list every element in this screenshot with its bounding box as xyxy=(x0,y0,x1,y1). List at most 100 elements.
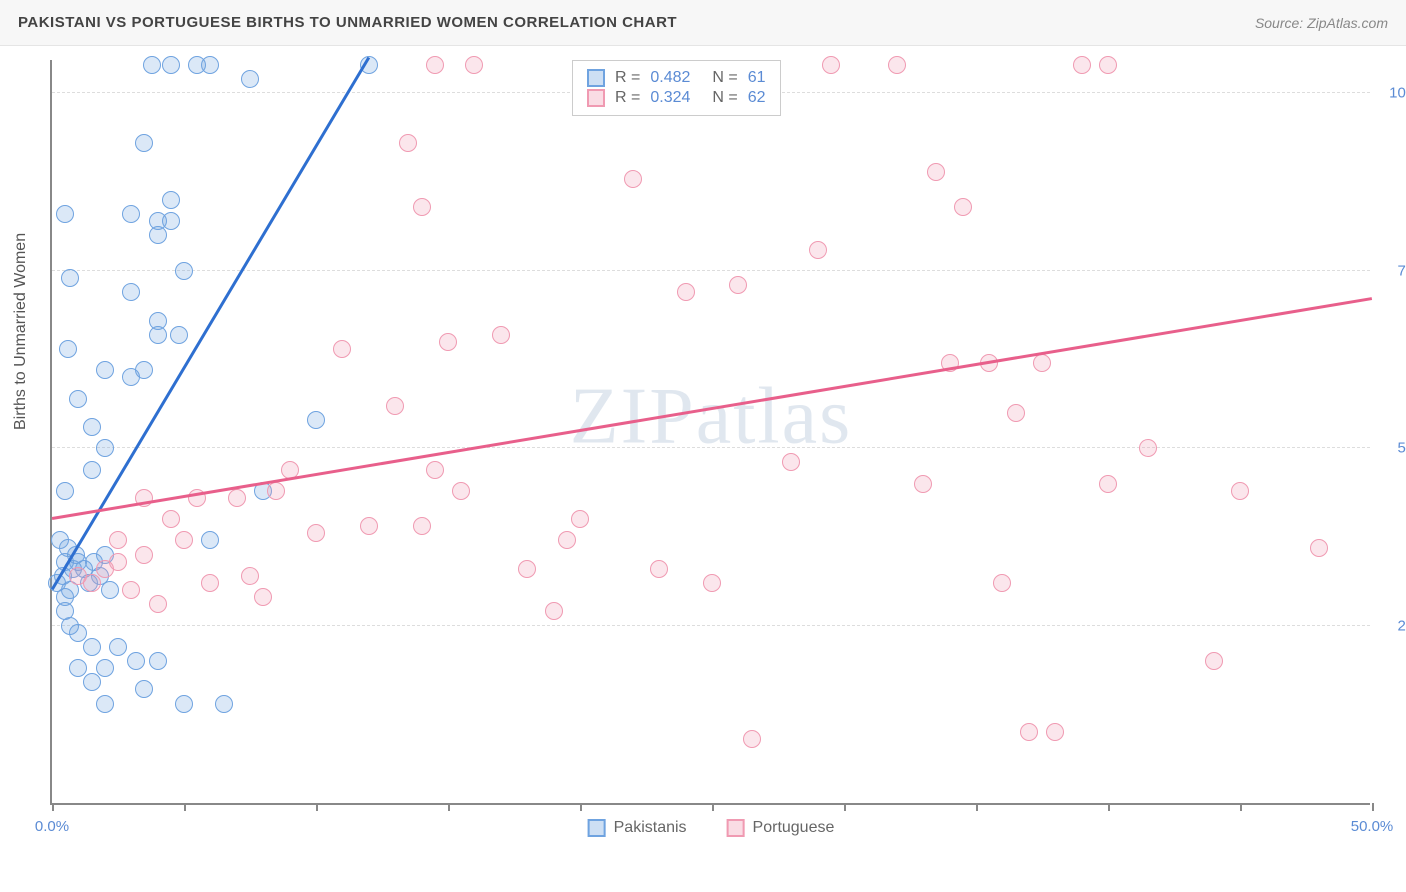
legend-item: Pakistanis xyxy=(588,819,687,837)
data-point xyxy=(149,312,167,330)
data-point xyxy=(993,574,1011,592)
data-point xyxy=(1046,723,1064,741)
y-tick-label: 25.0% xyxy=(1380,617,1406,634)
data-point xyxy=(69,390,87,408)
data-point xyxy=(558,531,576,549)
x-tick xyxy=(52,803,54,811)
gridline xyxy=(52,447,1370,448)
data-point xyxy=(452,482,470,500)
data-point xyxy=(1310,539,1328,557)
data-point xyxy=(83,673,101,691)
data-point xyxy=(122,283,140,301)
stat-r-label: R = xyxy=(615,89,640,107)
x-tick xyxy=(316,803,318,811)
data-point xyxy=(307,411,325,429)
data-point xyxy=(135,680,153,698)
stat-r-value: 0.324 xyxy=(650,89,690,107)
data-point xyxy=(518,560,536,578)
data-point xyxy=(1231,482,1249,500)
data-point xyxy=(201,56,219,74)
data-point xyxy=(426,56,444,74)
data-point xyxy=(201,574,219,592)
data-point xyxy=(307,524,325,542)
data-point xyxy=(135,134,153,152)
chart-title: PAKISTANI VS PORTUGUESE BIRTHS TO UNMARR… xyxy=(18,14,677,31)
data-point xyxy=(61,269,79,287)
y-tick-label: 100.0% xyxy=(1380,85,1406,102)
data-point xyxy=(109,638,127,656)
data-point xyxy=(743,730,761,748)
data-point xyxy=(127,652,145,670)
data-point xyxy=(135,361,153,379)
data-point xyxy=(439,333,457,351)
data-point xyxy=(135,546,153,564)
data-point xyxy=(69,659,87,677)
data-point xyxy=(782,453,800,471)
data-point xyxy=(822,56,840,74)
source-label: Source: ZipAtlas.com xyxy=(1255,15,1388,31)
data-point xyxy=(149,652,167,670)
data-point xyxy=(703,574,721,592)
x-tick xyxy=(1240,803,1242,811)
data-point xyxy=(83,418,101,436)
data-point xyxy=(149,595,167,613)
data-point xyxy=(162,56,180,74)
legend-label: Portuguese xyxy=(753,819,835,837)
data-point xyxy=(1020,723,1038,741)
stats-legend: R =0.482N =61R =0.324N =62 xyxy=(572,60,781,116)
stat-r-value: 0.482 xyxy=(650,69,690,87)
stat-r-label: R = xyxy=(615,69,640,87)
data-point xyxy=(254,588,272,606)
gridline xyxy=(52,270,1370,271)
trend-line xyxy=(52,297,1372,519)
data-point xyxy=(650,560,668,578)
data-point xyxy=(1205,652,1223,670)
y-tick-label: 75.0% xyxy=(1380,262,1406,279)
data-point xyxy=(386,397,404,415)
data-point xyxy=(56,482,74,500)
data-point xyxy=(413,517,431,535)
x-tick xyxy=(976,803,978,811)
y-tick-label: 50.0% xyxy=(1380,440,1406,457)
data-point xyxy=(228,489,246,507)
x-tick xyxy=(448,803,450,811)
data-point xyxy=(122,205,140,223)
data-point xyxy=(333,340,351,358)
data-point xyxy=(175,262,193,280)
data-point xyxy=(83,574,101,592)
data-point xyxy=(101,581,119,599)
legend-swatch xyxy=(587,69,605,87)
data-point xyxy=(59,340,77,358)
title-bar: PAKISTANI VS PORTUGUESE BIRTHS TO UNMARR… xyxy=(0,0,1406,46)
stat-n-label: N = xyxy=(712,69,737,87)
y-axis-label: Births to Unmarried Women xyxy=(12,233,30,430)
data-point xyxy=(96,695,114,713)
data-point xyxy=(677,283,695,301)
data-point xyxy=(1007,404,1025,422)
data-point xyxy=(241,567,259,585)
data-point xyxy=(954,198,972,216)
legend-label: Pakistanis xyxy=(614,819,687,837)
legend-item: Portuguese xyxy=(727,819,835,837)
x-tick-label: 0.0% xyxy=(35,818,69,835)
data-point xyxy=(241,70,259,88)
x-tick xyxy=(184,803,186,811)
data-point xyxy=(170,326,188,344)
data-point xyxy=(122,581,140,599)
data-point xyxy=(83,638,101,656)
data-point xyxy=(927,163,945,181)
data-point xyxy=(809,241,827,259)
legend-swatch xyxy=(587,89,605,107)
data-point xyxy=(162,212,180,230)
data-point xyxy=(360,517,378,535)
x-tick xyxy=(712,803,714,811)
data-point xyxy=(201,531,219,549)
data-point xyxy=(1139,439,1157,457)
stat-n-value: 62 xyxy=(748,89,766,107)
data-point xyxy=(162,510,180,528)
data-point xyxy=(267,482,285,500)
data-point xyxy=(914,475,932,493)
data-point xyxy=(175,531,193,549)
data-point xyxy=(571,510,589,528)
data-point xyxy=(96,439,114,457)
